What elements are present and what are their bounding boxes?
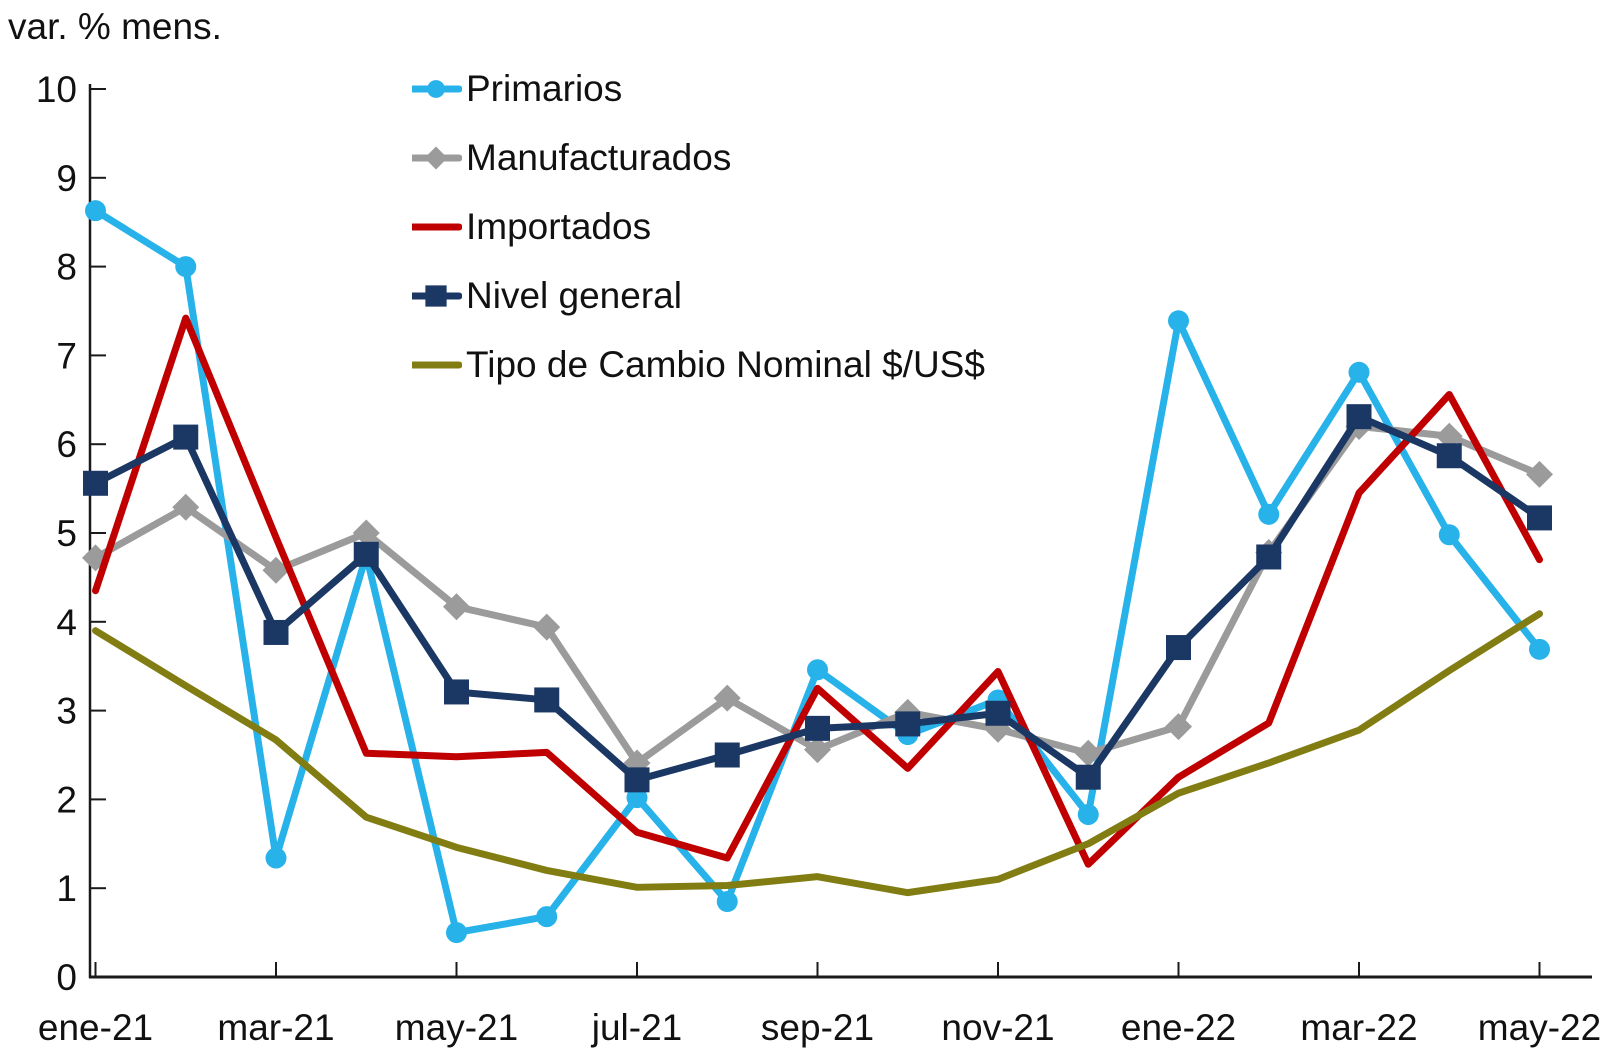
data-point-diamond [443,593,470,621]
x-tick-label: mar-22 [1300,1007,1417,1048]
chart-title: var. % mens. [8,6,222,47]
data-point-diamond [1435,422,1463,450]
data-point-square [444,679,469,705]
legend-label-importados: Importados [466,205,652,247]
axes: 0 1 2 3 4 5 6 7 8 9 10 ene-21 mar-21 may-21 jul-21 sep-… [36,69,1601,1048]
data-point-square [714,742,740,768]
y-tick-label: 9 [56,158,77,199]
data-point-circle [536,906,558,928]
data-point-circle [807,659,828,681]
y-tick-label: 6 [56,424,77,465]
data-point-circle [175,256,197,278]
data-point-diamond [533,613,561,641]
series-primarios [85,200,1550,944]
data-point-square [624,767,650,793]
legend-label-primarios: Primarios [466,67,623,109]
data-point-square [1166,635,1191,661]
data-point-circle [1258,503,1280,525]
series-importados [92,314,1543,868]
series-line-importados [92,314,1543,868]
data-point-circle [1348,361,1370,383]
data-point-square [263,619,289,645]
data-point-square [1346,404,1372,430]
data-point-square [805,715,830,741]
x-tick-label: mar-21 [217,1007,334,1048]
y-tick-label: 3 [56,691,77,732]
legend-item-primarios: Primarios [412,54,985,123]
x-tick-label: ene-21 [38,1007,153,1048]
data-point-circle [446,922,467,944]
data-point-circle [265,847,287,869]
data-point-diamond [424,146,448,169]
x-tick-label: sep-21 [761,1007,874,1048]
series-tipo-de-cambio-nominal-s-uss [92,610,1543,897]
y-tick-label: 7 [56,335,77,376]
data-point-square [425,284,447,307]
y-tick-label: 0 [56,957,77,998]
data-point-circle [1077,803,1099,825]
y-tick-label: 1 [56,868,77,909]
data-point-diamond [1526,460,1553,488]
data-point-circle [1529,638,1550,660]
data-point-square [534,687,560,713]
data-point-square [353,541,379,567]
data-point-circle [427,79,445,98]
data-point-square [1436,443,1462,469]
y-tick-label: 8 [56,247,77,288]
data-point-circle [1168,310,1189,332]
legend-item-manufacturados: Manufacturados [412,123,985,192]
x-tick-label: ene-22 [1121,1007,1236,1048]
data-point-diamond [352,519,380,547]
x-tick-label: jul-21 [591,1007,683,1048]
data-point-circle [626,787,648,809]
legend-swatch-nivel-general [412,284,462,307]
data-point-square [83,470,108,496]
data-point-square [895,711,921,737]
x-tick-label: may-22 [1478,1007,1601,1048]
x-tick-label: nov-21 [941,1007,1054,1048]
data-point-square [1075,764,1101,790]
legend-label-nivel-general: Nivel general [466,274,682,316]
x-tick-label: may-21 [395,1007,518,1048]
data-point-circle [1438,524,1460,546]
legend-item-importados: Importados [412,192,985,261]
y-tick-label: 5 [56,513,77,554]
data-point-diamond [713,684,741,712]
legend-swatch-primarios [412,79,462,98]
series-nivel-general [83,404,1552,793]
data-point-square [985,700,1011,726]
legend: Primarios Manufacturados Importados Nivel g… [412,54,985,399]
y-tick-label: 4 [56,602,77,643]
data-point-diamond [262,556,290,584]
data-point-circle [85,200,106,222]
legend-item-nivel-general: Nivel general [412,261,985,330]
data-point-square [1256,544,1282,570]
legend-item-tipo-de-cambio-nominal-s-uss: Tipo de Cambio Nominal $/US$ [412,330,985,399]
data-point-diamond [1074,739,1102,767]
data-point-square [1527,505,1552,531]
legend-swatch-tipo-de-cambio-nominal-s-uss [412,361,462,368]
legend-swatch-manufacturados [412,146,462,169]
data-point-diamond [1165,713,1192,741]
data-point-circle [716,891,738,913]
legend-swatch-importados [412,223,462,230]
y-tick-label: 10 [36,69,77,110]
data-point-diamond [804,736,831,764]
data-point-diamond [172,493,200,521]
legend-label-tipo-de-cambio-nominal-s-uss: Tipo de Cambio Nominal $/US$ [466,343,985,385]
data-point-square [173,424,199,450]
y-tick-label: 2 [56,779,77,820]
series-line-tipo-de-cambio-nominal-s-uss [92,610,1543,897]
legend-label-manufacturados: Manufacturados [466,136,732,178]
